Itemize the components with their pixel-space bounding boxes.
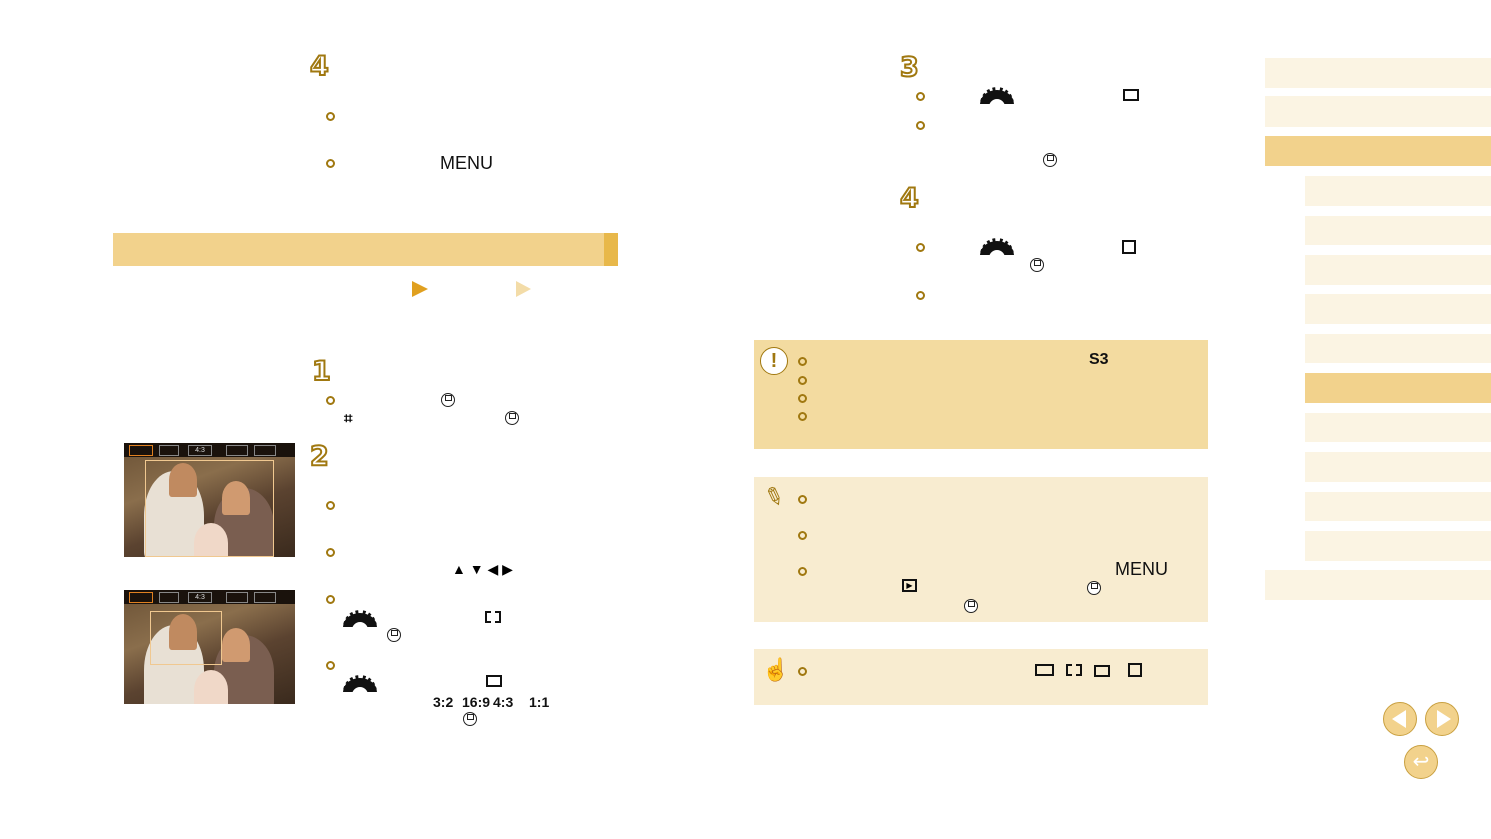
note-box: ✎ MENU ▶ [754, 477, 1208, 622]
func-set-icon [463, 712, 477, 726]
control-dial-icon [980, 87, 1014, 107]
bullet [326, 661, 335, 670]
crop-frame [150, 611, 222, 665]
bullet [326, 112, 335, 121]
sidebar-subitem[interactable] [1305, 216, 1491, 245]
bullet [326, 548, 335, 557]
sidebar-subitem[interactable] [1305, 452, 1491, 482]
func-set-icon [441, 393, 455, 407]
touch-hand-icon: ☝ [762, 657, 790, 682]
bullet [326, 501, 335, 510]
bullet [326, 159, 335, 168]
sidebar-subitem[interactable] [1305, 413, 1491, 442]
arrow-right-icon [1437, 710, 1451, 728]
func-set-icon [1087, 581, 1101, 595]
caution-icon: ! [760, 347, 788, 375]
ratio-3-2: 3:2 [433, 694, 454, 710]
caution-box: ! S3 [754, 340, 1208, 449]
resize-frame-icon [1035, 664, 1054, 676]
bullet [916, 243, 925, 252]
bullet [798, 495, 807, 504]
step-number: 3 [899, 52, 920, 83]
sidebar-subitem[interactable] [1305, 531, 1491, 561]
ratio-16-9: 16:9 [462, 694, 491, 710]
sidebar-item[interactable] [1265, 58, 1491, 88]
sidebar-subitem[interactable] [1305, 492, 1491, 521]
save-new-image-icon [1122, 240, 1136, 254]
back-button[interactable]: ↩ [1404, 745, 1438, 779]
bullet [326, 396, 335, 405]
control-dial-icon [343, 675, 377, 695]
image-size-s3: S3 [1089, 351, 1109, 368]
bullet [798, 412, 807, 421]
camera-screen-crop-small: 4:3 [124, 590, 295, 704]
func-set-icon [964, 599, 978, 613]
ratio-button: 4:3 [188, 445, 212, 456]
sidebar-subitem[interactable] [1305, 176, 1491, 206]
sidebar-item[interactable] [1265, 96, 1491, 127]
func-set-icon [1030, 258, 1044, 272]
menu-button-label: MENU [1115, 559, 1168, 579]
sidebar-subitem[interactable] [1305, 334, 1491, 363]
sidebar-item[interactable] [1265, 570, 1491, 600]
step-number: 4 [309, 51, 330, 82]
bullet [916, 92, 925, 101]
sidebar-subitem[interactable] [1305, 255, 1491, 285]
sidebar-subitem[interactable] [1305, 294, 1491, 324]
resize-frame-icon [1123, 89, 1139, 101]
sidebar-item-active[interactable] [1265, 136, 1491, 166]
ratio-button: 4:3 [188, 592, 212, 603]
pencil-icon: ✎ [759, 481, 789, 514]
rotate-frame-icon [485, 611, 501, 623]
crop-frame [145, 460, 274, 557]
func-set-icon [1043, 153, 1057, 167]
crop-icon: ⌗ [344, 410, 353, 427]
bullet [916, 291, 925, 300]
return-arrow-icon: ↩ [1412, 751, 1430, 773]
bullet [798, 357, 807, 366]
save-new-image-icon [1128, 663, 1142, 677]
bullet [798, 376, 807, 385]
playback-icon: ▶ [902, 579, 917, 592]
bullet [798, 394, 807, 403]
arrow-keys-icon: ▲ ▼ ◀ ▶ [452, 561, 513, 577]
play-mode-outline-icon [516, 281, 531, 297]
bullet [798, 667, 807, 676]
camera-screen-crop-full: 4:3 [124, 443, 295, 557]
sidebar-subitem-active[interactable] [1305, 373, 1491, 403]
step-number: 2 [309, 441, 330, 472]
ratio-4-3: 4:3 [493, 694, 514, 710]
play-mode-icon [412, 281, 428, 297]
ratio-1-1: 1:1 [529, 694, 550, 710]
rotate-frame-icon [1066, 664, 1082, 676]
step-number: 4 [899, 183, 920, 214]
bullet [798, 567, 807, 576]
func-set-icon [505, 411, 519, 425]
touch-box: ☝ [754, 649, 1208, 705]
aspect-ratio-icon [1094, 665, 1110, 677]
control-dial-icon [343, 610, 377, 630]
aspect-ratio-icon [486, 675, 502, 687]
next-page-button[interactable] [1425, 702, 1459, 736]
previous-page-button[interactable] [1383, 702, 1417, 736]
section-banner-edge [604, 233, 618, 266]
func-set-icon [387, 628, 401, 642]
bullet [326, 595, 335, 604]
arrow-left-icon [1392, 710, 1406, 728]
control-dial-icon [980, 238, 1014, 258]
step-number: 1 [311, 356, 332, 387]
section-banner [113, 233, 604, 266]
bullet [916, 121, 925, 130]
menu-button-label: MENU [440, 153, 493, 173]
bullet [798, 531, 807, 540]
